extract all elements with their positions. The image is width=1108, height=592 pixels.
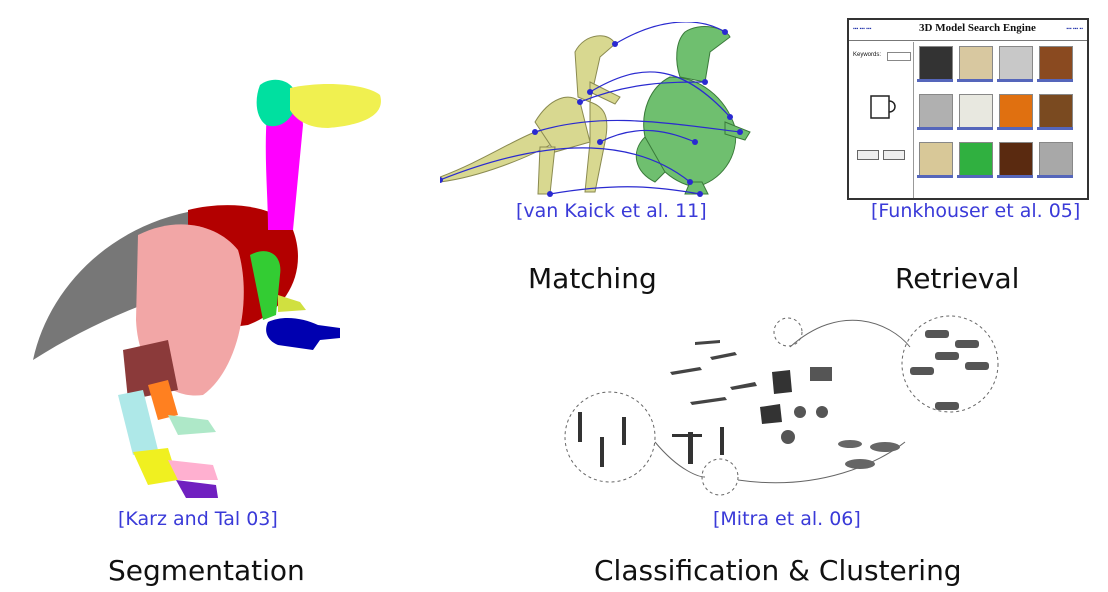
result-item[interactable] xyxy=(1037,46,1073,84)
result-item[interactable] xyxy=(957,46,993,84)
search-button[interactable] xyxy=(857,150,879,160)
result-item[interactable] xyxy=(917,142,953,180)
topic-retrieval: Retrieval xyxy=(895,262,1020,295)
topic-matching: Matching xyxy=(528,262,657,295)
topic-segmentation: Segmentation xyxy=(108,554,305,587)
shape-cluster-diagram xyxy=(564,315,999,496)
result-item[interactable] xyxy=(917,94,953,132)
citation-retrieval: [Funkhouser et al. 05] xyxy=(871,200,1081,222)
result-item[interactable] xyxy=(997,142,1033,180)
nav-links-left: ▪▪▪ ▪▪▪ ▪▪▪ xyxy=(853,27,872,32)
plants-icon xyxy=(781,367,832,444)
trex-dino-icon xyxy=(635,26,751,195)
search-engine-screenshot: ▪▪▪ ▪▪▪ ▪▪▪ 3D Model Search Engine ▪▪▪ ▪… xyxy=(847,18,1089,200)
segmented-bird-model xyxy=(33,79,381,498)
airplanes-icon xyxy=(670,340,757,405)
result-item[interactable] xyxy=(917,46,953,84)
citation-classification: [Mitra et al. 06] xyxy=(713,508,861,530)
tables-icon xyxy=(838,440,900,469)
keywords-label: Keywords: xyxy=(853,52,882,58)
skeleton-and-trex-models xyxy=(440,22,751,197)
result-item[interactable] xyxy=(957,94,993,132)
keywords-input[interactable] xyxy=(887,52,911,61)
search-engine-header: ▪▪▪ ▪▪▪ ▪▪▪ 3D Model Search Engine ▪▪▪ ▪… xyxy=(849,20,1087,41)
mug-sketch-icon xyxy=(870,95,896,119)
cars-icon xyxy=(910,330,989,410)
human-figures-icon xyxy=(578,412,724,467)
results-grid xyxy=(917,46,1085,196)
horses-icon xyxy=(760,370,792,424)
citation-segmentation: [Karz and Tal 03] xyxy=(118,508,278,530)
result-item[interactable] xyxy=(1037,94,1073,132)
result-item[interactable] xyxy=(957,142,993,180)
result-item[interactable] xyxy=(997,94,1033,132)
search-engine-title: 3D Model Search Engine xyxy=(919,22,1036,34)
result-item[interactable] xyxy=(997,46,1033,84)
topic-classification: Classification & Clustering xyxy=(594,554,962,587)
citation-matching: [van Kaick et al. 11] xyxy=(516,200,707,222)
nav-links-right: ▪▪▪ ▪▪▪ ▪▪ xyxy=(1066,27,1083,32)
result-item[interactable] xyxy=(1037,142,1073,180)
clear-button[interactable] xyxy=(883,150,905,160)
search-panel: Keywords: xyxy=(849,42,914,198)
